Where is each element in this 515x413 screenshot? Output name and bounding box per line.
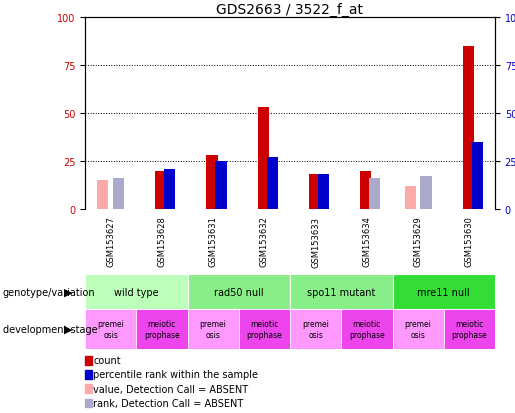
Text: percentile rank within the sample: percentile rank within the sample — [94, 370, 259, 380]
Title: GDS2663 / 3522_f_at: GDS2663 / 3522_f_at — [216, 3, 364, 17]
Bar — [444, 309, 495, 349]
Bar — [392, 274, 495, 309]
Bar — [267, 158, 278, 209]
Text: meiotic
prophase: meiotic prophase — [452, 320, 487, 339]
Text: premei
osis: premei osis — [97, 320, 124, 339]
Text: GSM153633: GSM153633 — [311, 216, 320, 267]
Text: GSM153630: GSM153630 — [465, 216, 474, 267]
Text: GSM153629: GSM153629 — [414, 216, 423, 267]
Bar — [462, 47, 474, 209]
Text: meiotic
prophase: meiotic prophase — [247, 320, 282, 339]
Bar — [187, 309, 239, 349]
Text: genotype/variation: genotype/variation — [3, 287, 95, 297]
Text: GSM153627: GSM153627 — [106, 216, 115, 267]
Bar — [309, 175, 320, 209]
Text: premei
osis: premei osis — [405, 320, 432, 339]
Bar — [97, 181, 108, 209]
Bar — [215, 161, 227, 209]
Bar — [341, 309, 392, 349]
Text: meiotic
prophase: meiotic prophase — [144, 320, 180, 339]
Bar — [113, 179, 124, 209]
Bar — [187, 274, 290, 309]
Text: value, Detection Call = ABSENT: value, Detection Call = ABSENT — [94, 384, 249, 394]
Bar — [392, 309, 444, 349]
Text: GSM153634: GSM153634 — [363, 216, 371, 267]
Bar — [136, 309, 187, 349]
Bar — [155, 171, 166, 209]
Bar — [258, 108, 269, 209]
Bar — [290, 309, 341, 349]
Text: rad50 null: rad50 null — [214, 287, 264, 297]
Bar — [405, 187, 416, 209]
Bar — [290, 274, 392, 309]
Text: meiotic
prophase: meiotic prophase — [349, 320, 385, 339]
Text: count: count — [94, 356, 121, 366]
Bar — [360, 171, 371, 209]
Text: development stage: development stage — [3, 324, 97, 334]
Bar — [369, 179, 381, 209]
Bar — [472, 142, 483, 209]
Bar — [164, 169, 176, 209]
Bar — [420, 177, 432, 209]
Bar — [85, 274, 187, 309]
Text: ▶: ▶ — [64, 287, 72, 297]
Text: mre11 null: mre11 null — [418, 287, 470, 297]
Bar — [207, 156, 218, 209]
Text: GSM153632: GSM153632 — [260, 216, 269, 267]
Bar — [318, 175, 329, 209]
Text: wild type: wild type — [114, 287, 159, 297]
Text: premei
osis: premei osis — [200, 320, 227, 339]
Text: rank, Detection Call = ABSENT: rank, Detection Call = ABSENT — [94, 398, 244, 408]
Text: spo11 mutant: spo11 mutant — [307, 287, 375, 297]
Text: ▶: ▶ — [64, 324, 72, 334]
Text: premei
osis: premei osis — [302, 320, 329, 339]
Bar — [239, 309, 290, 349]
Bar — [85, 309, 136, 349]
Text: GSM153631: GSM153631 — [209, 216, 218, 267]
Text: GSM153628: GSM153628 — [158, 216, 166, 267]
